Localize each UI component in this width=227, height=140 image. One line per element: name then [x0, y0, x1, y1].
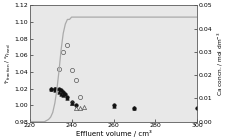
Y-axis label: $^x\!r_\mathrm{fraction}$ / $^x\!r_\mathrm{feed}$: $^x\!r_\mathrm{fraction}$ / $^x\!r_\math… [3, 43, 12, 84]
X-axis label: Effluent volume / cm³: Effluent volume / cm³ [75, 130, 151, 136]
Y-axis label: Ca concn. / mol dm$^{-3}$: Ca concn. / mol dm$^{-3}$ [214, 31, 224, 96]
